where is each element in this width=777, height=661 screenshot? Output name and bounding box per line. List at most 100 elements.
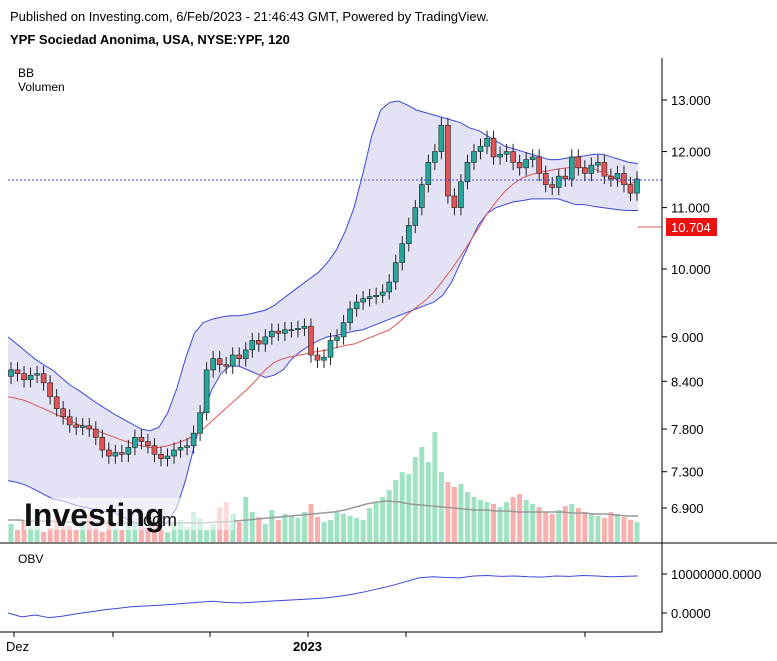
volume-bar xyxy=(621,517,627,542)
candle-body xyxy=(353,301,360,310)
candle-body xyxy=(295,328,301,331)
candle-layer xyxy=(8,117,640,467)
candle-body xyxy=(177,447,184,451)
candle-body xyxy=(308,325,314,356)
volume-bar xyxy=(504,502,510,542)
y-tick-label: 6.900 xyxy=(671,501,704,516)
candle-body xyxy=(138,437,145,442)
candle-body xyxy=(99,437,106,451)
candle-body xyxy=(451,195,458,208)
volume-bar xyxy=(80,524,86,542)
y-tick-label: 9.000 xyxy=(671,330,704,345)
volume-bar xyxy=(556,510,562,542)
y-ticks: 13.000 12.000 11.000 10.000 9.000 8.400 7.800 7… xyxy=(662,93,711,516)
candle-body xyxy=(14,369,21,374)
volume-bar xyxy=(510,497,516,542)
bb-indicator-label[interactable]: BB xyxy=(18,66,35,80)
volume-bar xyxy=(523,500,529,542)
candle-body xyxy=(458,181,464,208)
volume-bar xyxy=(262,524,268,542)
volume-bar xyxy=(145,528,151,542)
price-label: 10.704 xyxy=(671,220,711,235)
candle-body xyxy=(236,354,243,359)
volume-bar xyxy=(569,504,575,542)
candle-body xyxy=(471,151,477,163)
volume-bar xyxy=(328,520,334,542)
volume-indicator-label[interactable]: Volumen xyxy=(18,80,65,94)
candle-body xyxy=(392,262,399,283)
candle-body xyxy=(197,412,203,434)
volume-bar xyxy=(288,516,294,542)
candle-body xyxy=(555,175,562,188)
candle-body xyxy=(229,354,236,367)
volume-bar xyxy=(67,526,73,542)
symbol-title: YPF Sociedad Anonima, USA, NYSE:YPF, 120 xyxy=(10,32,290,47)
bollinger-basis-line xyxy=(7,166,639,448)
watermark-main: Investing xyxy=(24,497,164,533)
volume-bar xyxy=(249,512,255,542)
obv-ticks: 10000000.0000 0.0000 xyxy=(662,567,761,621)
candle-body xyxy=(510,151,516,163)
candle-body xyxy=(151,445,158,455)
volume-bar xyxy=(549,514,555,542)
volume-bar xyxy=(543,512,549,542)
volume-bar xyxy=(341,514,347,542)
candle-body xyxy=(340,322,347,338)
y-tick-label: 13.000 xyxy=(671,93,711,108)
candle-body xyxy=(536,156,542,174)
candle-body xyxy=(490,137,497,158)
candle-body xyxy=(119,452,125,455)
obv-tick-label: 10000000.0000 xyxy=(671,567,761,582)
volume-bar xyxy=(582,512,588,542)
volume-bar xyxy=(106,520,112,542)
volume-bar xyxy=(314,517,320,542)
volume-bar xyxy=(393,480,399,542)
volume-bar xyxy=(165,532,170,542)
volume-bar xyxy=(575,508,581,542)
candle-body xyxy=(53,396,60,410)
volume-bar xyxy=(419,447,425,542)
bollinger-upper-line xyxy=(7,100,639,432)
candle-body xyxy=(242,349,249,359)
candle-body xyxy=(66,416,73,426)
candle-body xyxy=(60,408,66,418)
volume-bar xyxy=(308,504,314,542)
candle-body xyxy=(158,453,164,459)
volume-bar xyxy=(347,516,353,542)
volume-bar xyxy=(282,514,288,542)
candle-body xyxy=(79,425,86,428)
volume-bar xyxy=(269,510,275,542)
volume-bar xyxy=(458,484,464,542)
volume-bar xyxy=(380,497,386,542)
candle-body xyxy=(184,445,190,448)
candle-body xyxy=(360,298,366,303)
candle-body xyxy=(542,173,549,185)
volume-bar xyxy=(132,524,138,542)
volume-bar xyxy=(367,508,373,542)
volume-bar xyxy=(171,524,177,542)
volume-bar xyxy=(451,487,457,542)
candle-body xyxy=(288,329,295,332)
volume-bar xyxy=(47,528,53,542)
candle-body xyxy=(438,124,445,152)
volume-bar xyxy=(15,530,21,542)
candle-body xyxy=(464,162,471,183)
obv-indicator-label[interactable]: OBV xyxy=(18,552,44,566)
candle-body xyxy=(503,151,510,155)
volume-bar xyxy=(28,527,34,542)
volume-bar xyxy=(412,457,418,542)
candle-body xyxy=(282,329,288,334)
y-tick-label: 7.800 xyxy=(671,422,704,437)
volume-bar xyxy=(406,474,412,542)
volume-bar xyxy=(464,492,470,542)
candle-body xyxy=(608,175,614,180)
candle-body xyxy=(73,424,80,428)
obv-line xyxy=(7,575,639,619)
volume-bar xyxy=(399,472,405,542)
y-tick-label: 7.300 xyxy=(671,465,704,480)
y-tick-label: 8.400 xyxy=(671,374,704,389)
x-tick-label: Dez xyxy=(6,639,29,654)
candle-body xyxy=(145,441,151,447)
candle-body xyxy=(86,425,93,430)
